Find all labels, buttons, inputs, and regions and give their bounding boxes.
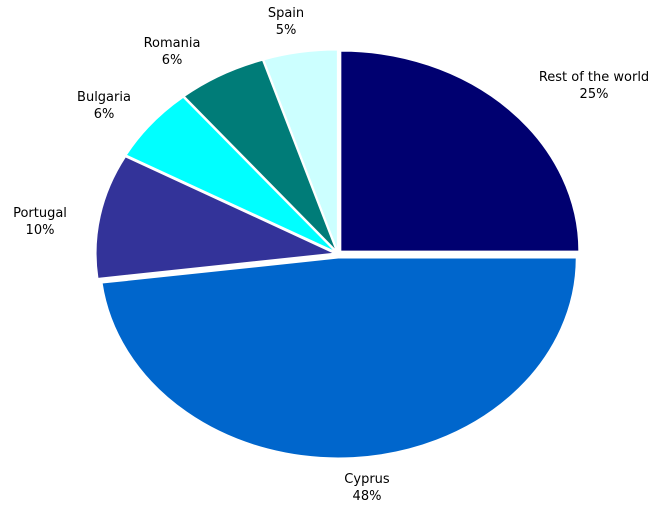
slice-value-spain: 5% <box>276 23 297 38</box>
slice-label-spain: Spain <box>268 6 304 21</box>
pie-slice-rest-of-the-world <box>340 50 580 252</box>
pie-slice-cyprus <box>101 257 577 459</box>
slice-value-cyprus: 48% <box>353 489 382 504</box>
slice-label-portugal: Portugal <box>13 206 67 221</box>
pie-slice-bulgaria <box>125 96 336 252</box>
slice-value-bulgaria: 6% <box>94 107 115 122</box>
pie-slice-romania <box>183 59 337 251</box>
pie-labels: Rest of the world 25% Cyprus 48% Portugal 10%… <box>13 6 649 504</box>
slice-label-bulgaria: Bulgaria <box>77 90 131 105</box>
slice-value-portugal: 10% <box>26 223 55 238</box>
slice-label-rest-of-the-world: Rest of the world <box>539 70 649 85</box>
slice-label-cyprus: Cyprus <box>344 472 390 487</box>
slice-value-rest-of-the-world: 25% <box>580 87 609 102</box>
slice-value-romania: 6% <box>162 53 183 68</box>
slice-label-romania: Romania <box>144 36 201 51</box>
pie-slices <box>95 49 580 459</box>
pie-slice-spain <box>263 49 338 251</box>
pie-slice-portugal <box>95 156 336 279</box>
